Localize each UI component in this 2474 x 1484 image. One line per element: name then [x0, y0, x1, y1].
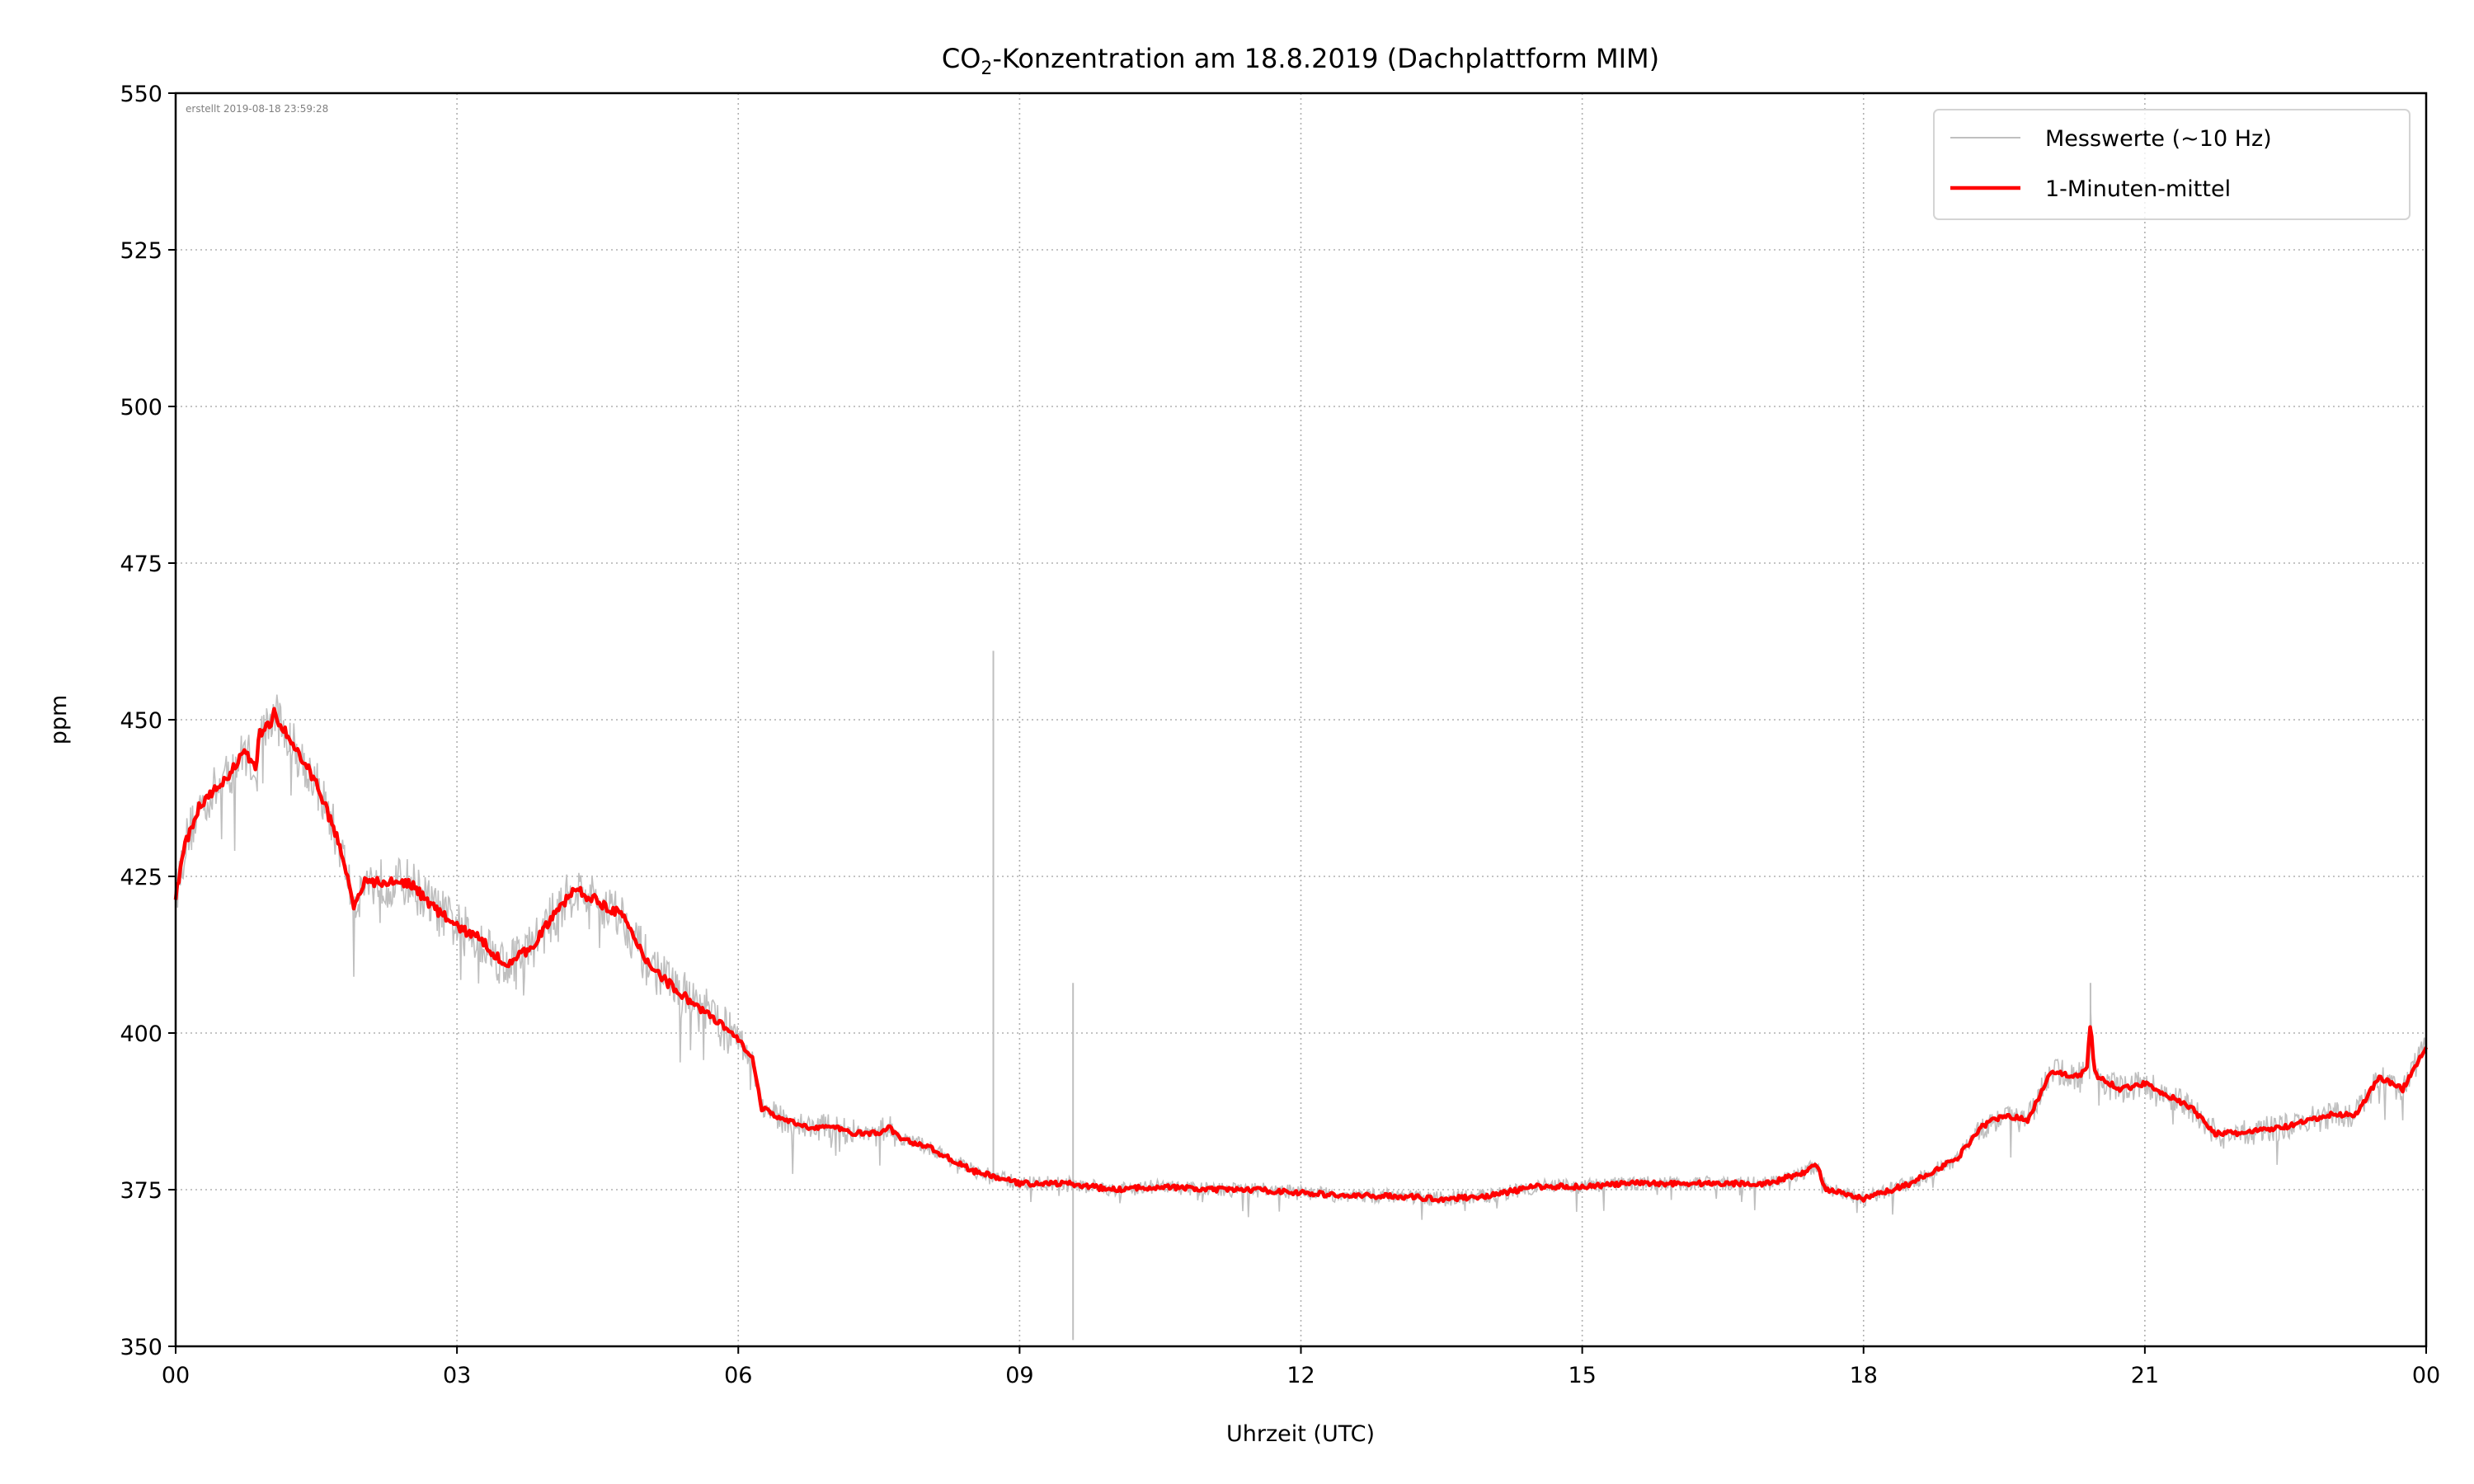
x-tick-label: 21 — [2131, 1363, 2159, 1388]
chart-title: CO2-Konzentration am 18.8.2019 (Dachplat… — [942, 43, 1659, 79]
x-tick-label: 03 — [443, 1363, 471, 1388]
y-tick-label: 550 — [120, 82, 162, 107]
y-tick-label: 375 — [120, 1178, 162, 1204]
grid-lines — [175, 92, 2427, 1347]
x-axis: 00 03 06 09 12 15 18 21 00 — [162, 1346, 2440, 1388]
y-tick-label: 450 — [120, 708, 162, 734]
y-tick-label: 525 — [120, 238, 162, 264]
y-tick-label: 350 — [120, 1335, 162, 1360]
y-axis-label: ppm — [46, 695, 72, 745]
legend-raw-label: Messwerte (~10 Hz) — [2045, 126, 2272, 152]
x-tick-label: 06 — [724, 1363, 752, 1388]
x-tick-label: 00 — [2412, 1363, 2440, 1388]
y-tick-label: 400 — [120, 1021, 162, 1047]
x-tick-label: 00 — [162, 1363, 190, 1388]
raw-series-line — [175, 694, 2427, 1220]
y-tick-label: 500 — [120, 395, 162, 420]
x-tick-label: 18 — [1850, 1363, 1878, 1388]
legend-box — [1933, 109, 2411, 220]
created-annotation: erstellt 2019-08-18 23:59:28 — [186, 103, 328, 115]
mean-series-line — [173, 707, 2429, 1204]
x-tick-label: 15 — [1568, 1363, 1596, 1388]
x-tick-label: 09 — [1005, 1363, 1033, 1388]
legend-mean-label: 1-Minuten-mittel — [2045, 176, 2231, 202]
x-axis-label: Uhrzeit (UTC) — [1226, 1421, 1375, 1447]
legend: Messwerte (~10 Hz) 1-Minuten-mittel — [1933, 109, 2411, 220]
y-axis: 350 375 400 425 450 475 500 525 550 — [120, 82, 176, 1360]
mean-series — [173, 707, 2429, 1204]
y-tick-label: 425 — [120, 865, 162, 890]
y-tick-label: 475 — [120, 552, 162, 577]
x-tick-label: 12 — [1286, 1363, 1315, 1388]
